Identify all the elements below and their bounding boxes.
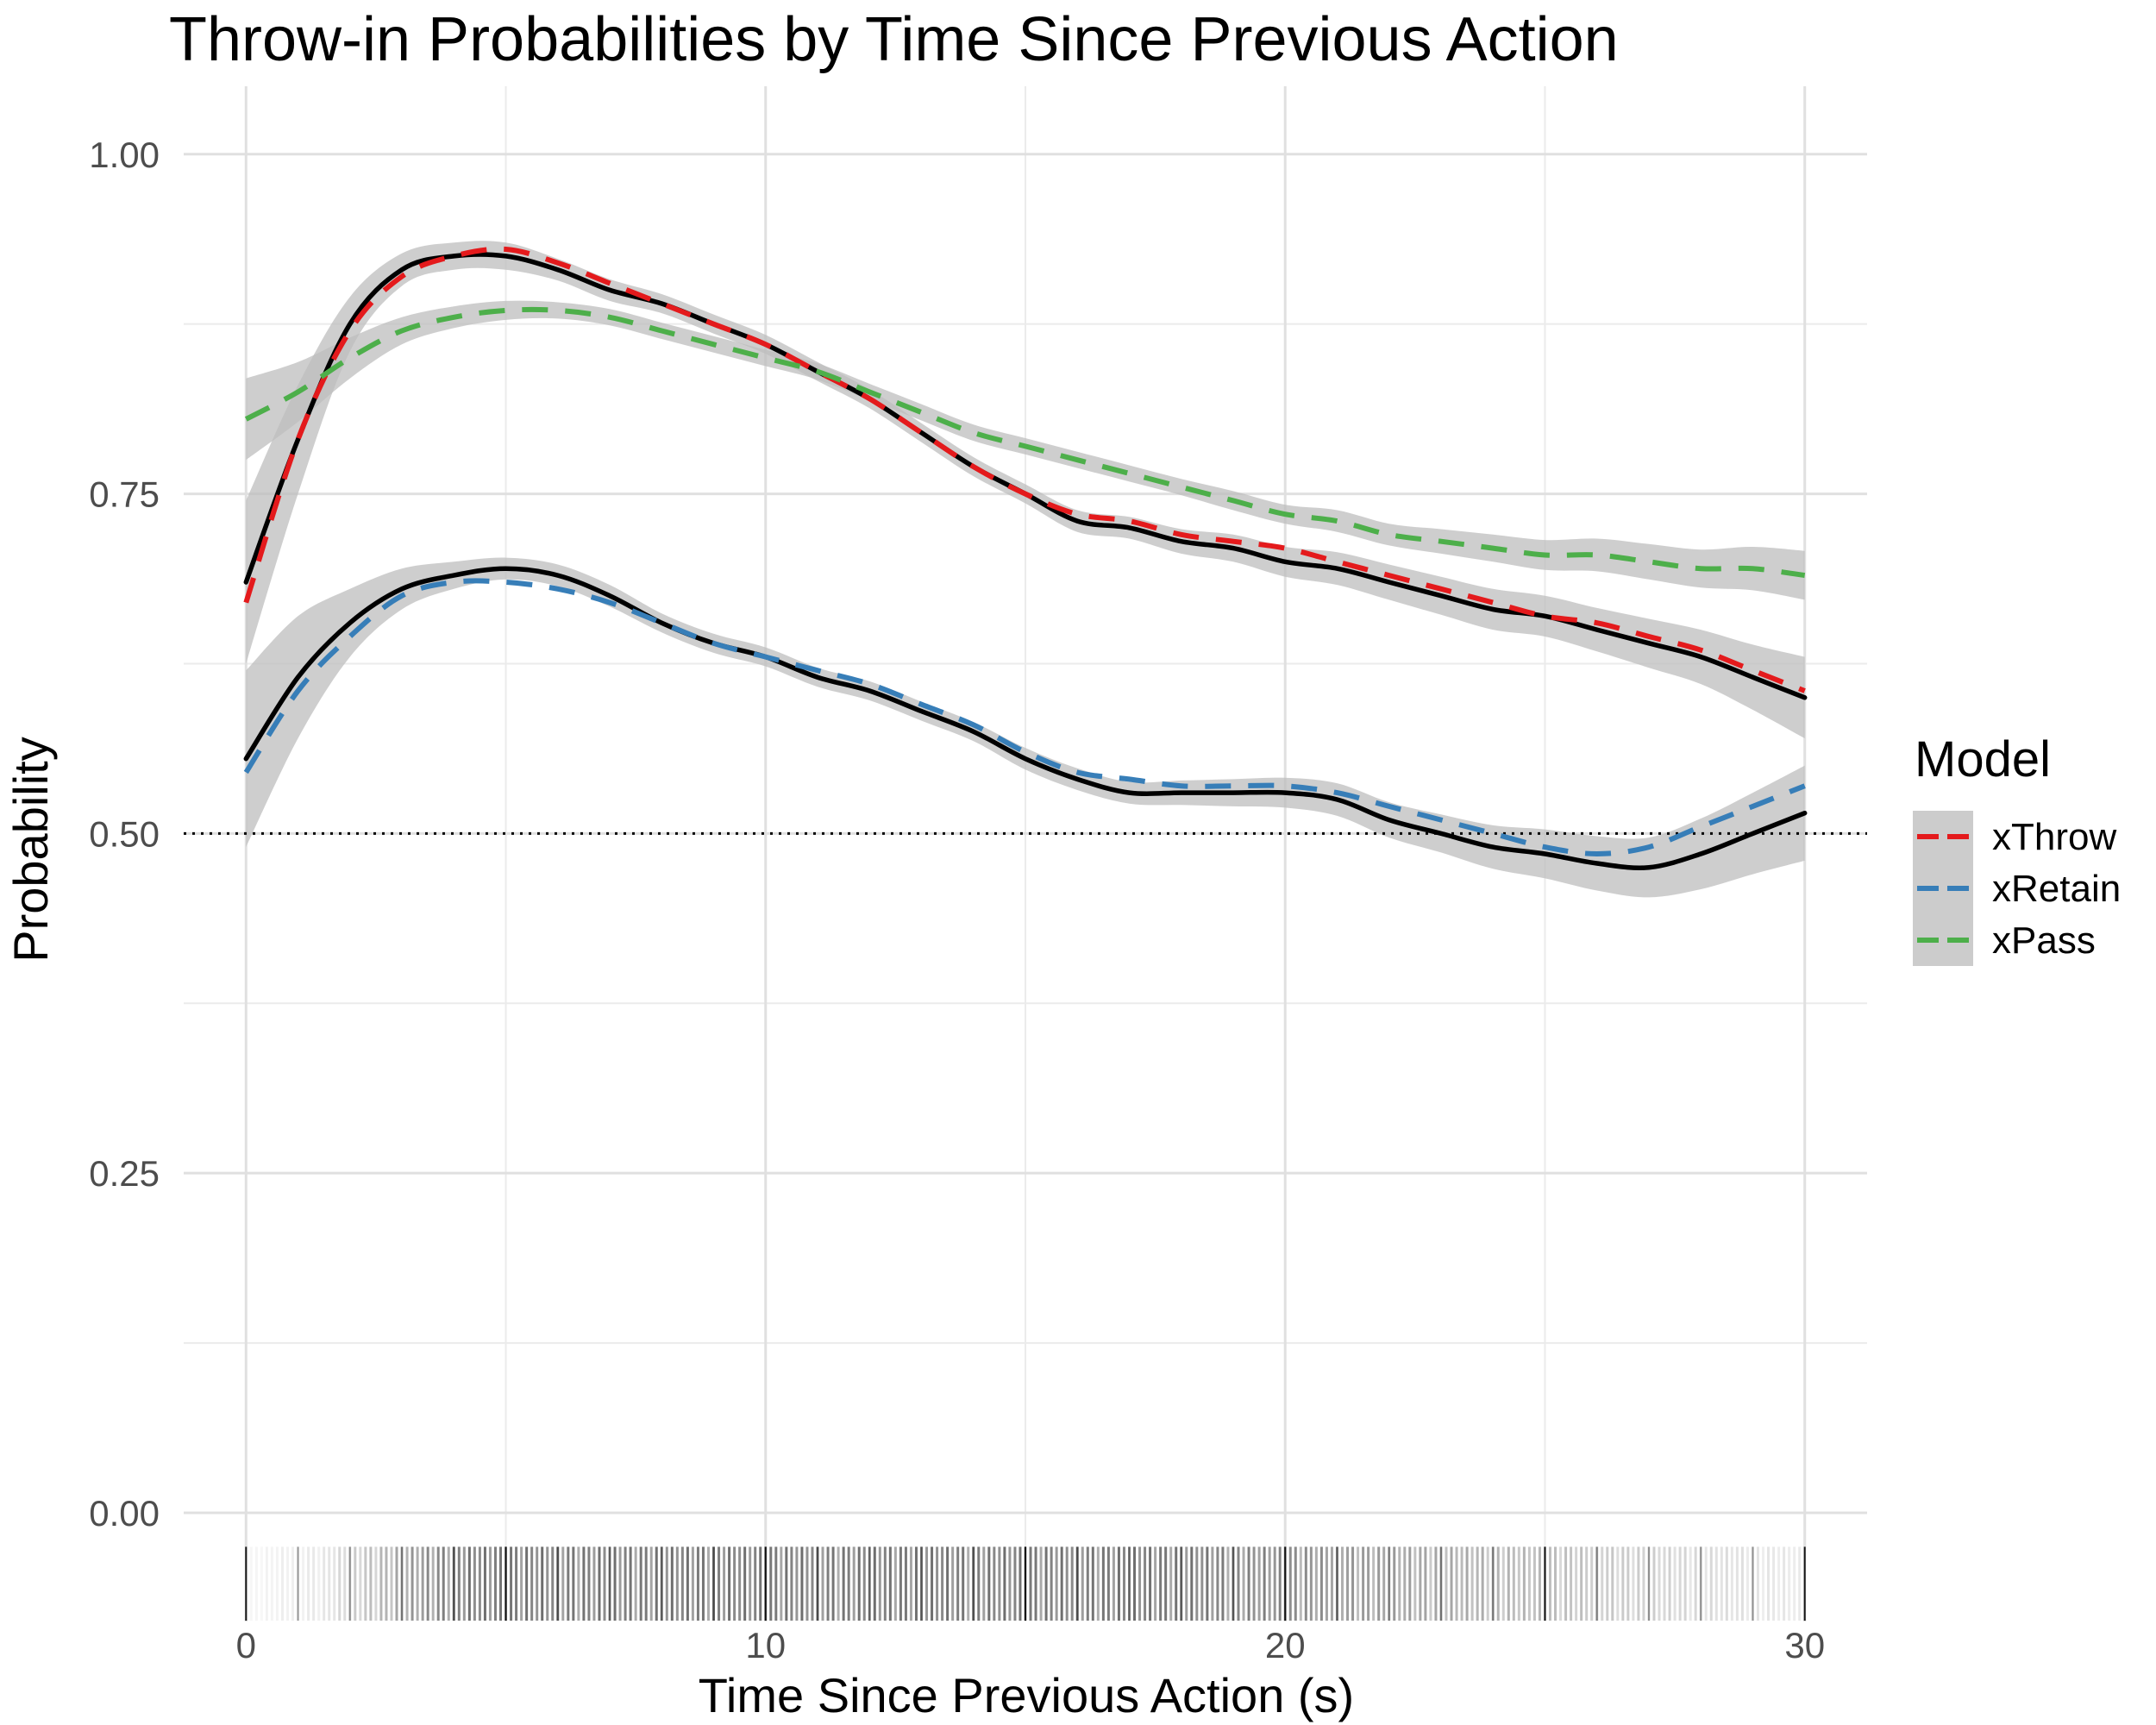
x-tick-label: 20: [1265, 1625, 1306, 1665]
chart-title: Throw-in Probabilities by Time Since Pre…: [169, 5, 1619, 74]
y-tick-label: 0.00: [89, 1493, 160, 1534]
series-line-xpass: [244, 306, 1806, 579]
x-tick-label: 10: [745, 1625, 786, 1665]
series-line-xthrow: [243, 246, 1806, 693]
x-axis-title: Time Since Previous Action (s): [699, 1668, 1354, 1722]
legend-label-xthrow: xThrow: [1992, 816, 2116, 858]
tick-labels: 0.00 0.25 0.50 0.75 1.00 0 10 20 30: [89, 135, 1825, 1665]
legend: Model xThrow xRetain xPass: [1913, 731, 2121, 966]
x-tick-label: 30: [1784, 1625, 1825, 1665]
smooth-band-0: [246, 241, 1805, 739]
y-tick-label: 0.25: [89, 1153, 160, 1194]
y-tick-label: 1.00: [89, 135, 160, 175]
smooth-band-1: [246, 557, 1805, 898]
legend-title: Model: [1915, 731, 2051, 787]
legend-label-xretain: xRetain: [1992, 868, 2121, 910]
xpass-band: [246, 300, 1805, 600]
y-tick-label: 0.50: [89, 813, 160, 854]
y-axis-title: Probability: [3, 737, 58, 962]
series-lines: [243, 246, 1808, 870]
rug-plot: [245, 1546, 1807, 1621]
y-tick-label: 0.75: [89, 474, 160, 515]
smooth-line-1: [243, 566, 1808, 870]
x-tick-label: 0: [236, 1625, 256, 1665]
series-line-xretain: [243, 578, 1806, 857]
grid: [184, 86, 1867, 1622]
confidence-bands: [246, 241, 1805, 898]
legend-label-xpass: xPass: [1992, 919, 2096, 962]
